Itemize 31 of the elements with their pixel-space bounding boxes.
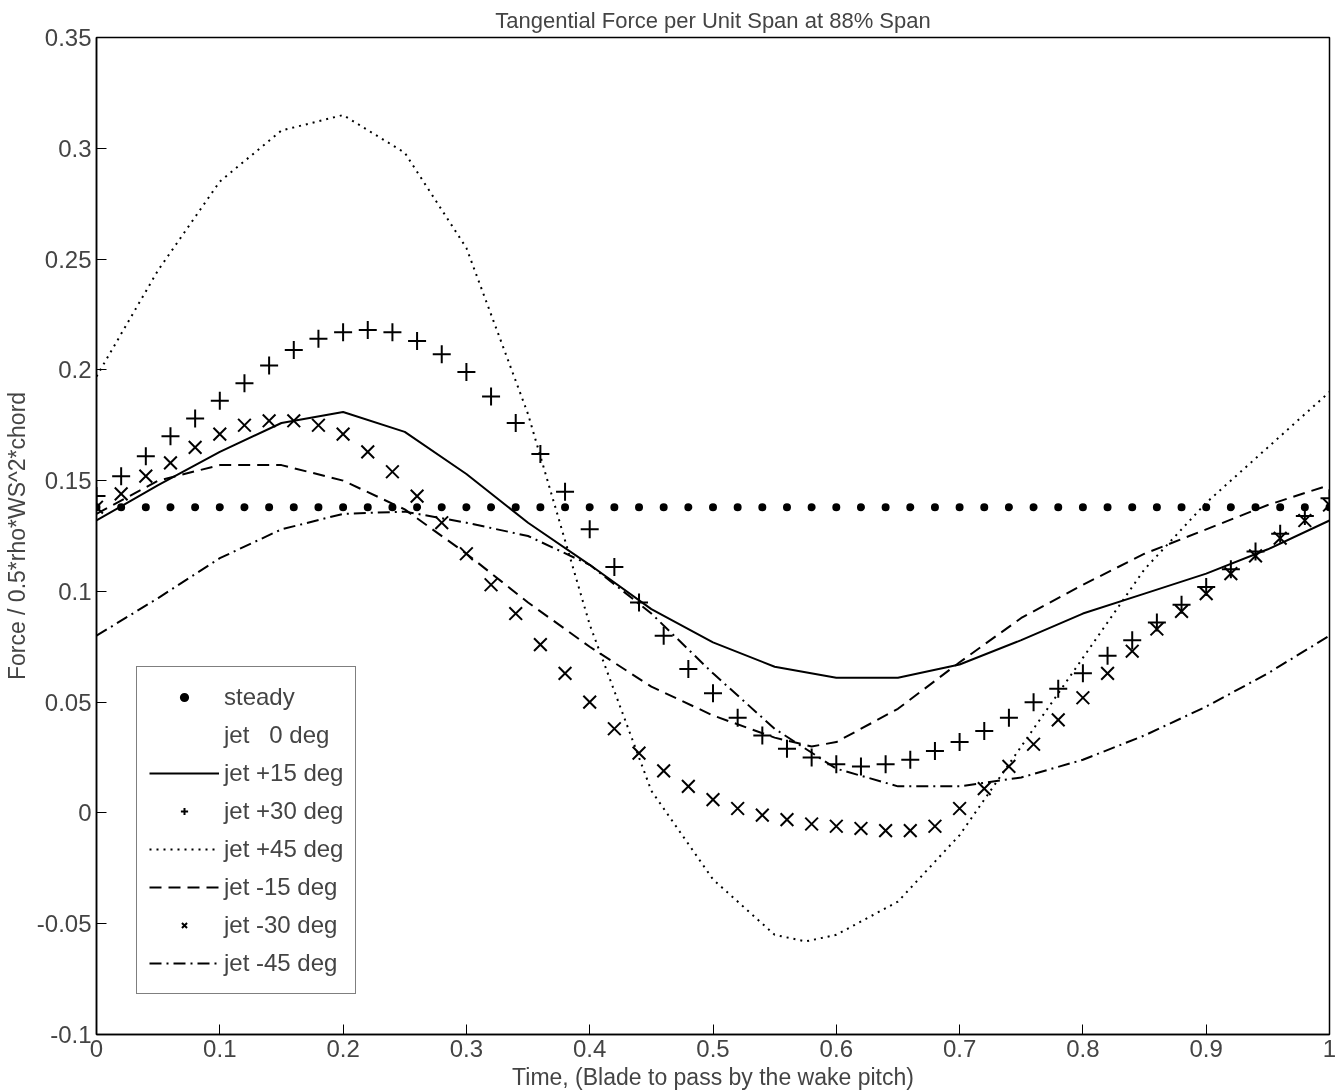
chart-title: Tangential Force per Unit Span at 88% Span	[495, 7, 931, 33]
x-tick-label: 0.2	[326, 1034, 360, 1062]
y-tick-label: -0.05	[36, 910, 92, 938]
x-tick-label: 0.8	[1066, 1034, 1100, 1062]
legend-label: jet +15 deg	[224, 758, 344, 788]
y-tick-label: 0.1	[58, 577, 92, 605]
y-tick-label: 0	[78, 799, 92, 827]
x-axis-title: Time, (Blade to pass by the wake pitch)	[512, 1063, 914, 1090]
y-tick-label: 0.2	[58, 356, 92, 384]
x-tick-label: 0.4	[573, 1034, 607, 1062]
x-tick-label: 0.3	[449, 1034, 484, 1062]
legend-label: jet +45 deg	[224, 834, 344, 864]
y-tick-label: 0.35	[44, 24, 92, 51]
x-tick-label: 0.5	[696, 1034, 730, 1062]
x-tick-label: 1	[1322, 1034, 1337, 1062]
legend-label: steady	[224, 682, 295, 712]
x-tick-label: 0.9	[1189, 1034, 1223, 1062]
y-tick-label: 0.3	[58, 134, 92, 162]
legend-label: jet -30 deg	[224, 910, 338, 940]
legend-label: jet -45 deg	[224, 948, 338, 978]
x-tick-label: 0.7	[942, 1034, 977, 1062]
y-tick-label: 0.05	[44, 688, 92, 716]
y-tick-label: 0.15	[44, 467, 92, 495]
legend-label: jet -15 deg	[224, 872, 338, 902]
x-tick-label: 0.1	[203, 1034, 237, 1062]
annotation: jet 0 deg	[224, 720, 330, 750]
legend-label: jet +30 deg	[224, 796, 344, 826]
y-tick-label: -0.1	[50, 1021, 92, 1048]
y-axis-title: Force / 0.5*rho*WS^2*chord	[3, 391, 30, 681]
y-tick-label: 0.25	[44, 245, 92, 273]
x-tick-label: 0.6	[819, 1034, 853, 1062]
